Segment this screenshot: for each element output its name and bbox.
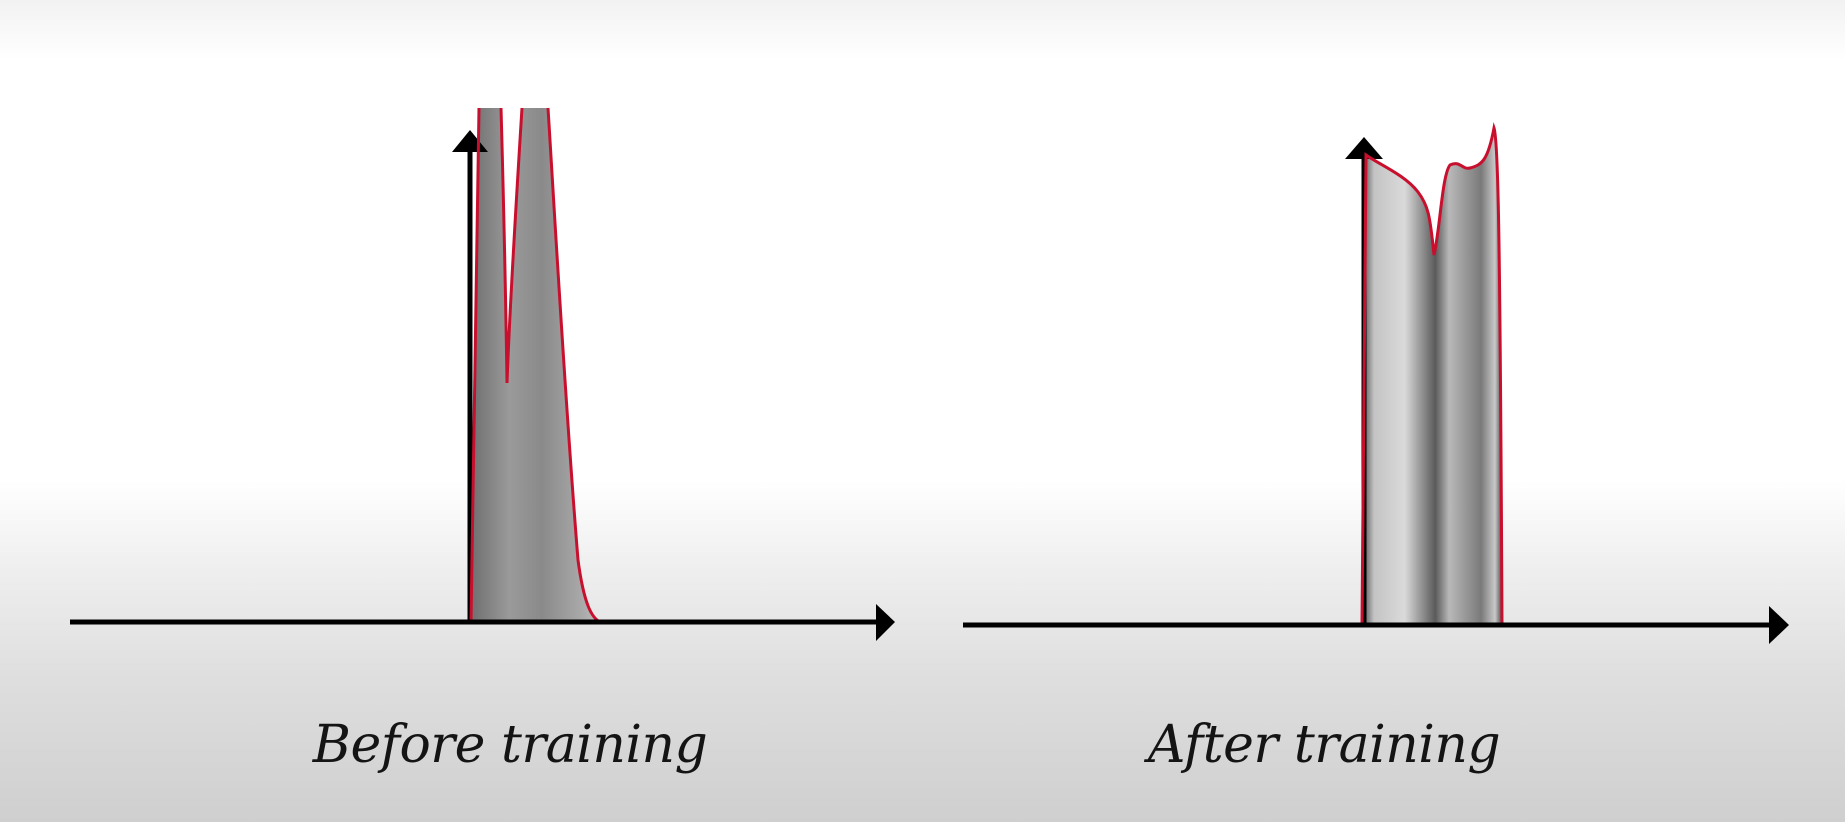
before-training-panel (70, 107, 895, 641)
after-training-x-axis-arrowhead (1769, 606, 1789, 644)
before-training-density-curve (469, 107, 601, 624)
before-training-density-fill (471, 108, 600, 622)
after-training-panel (963, 122, 1789, 644)
before-training-x-axis-arrowhead (876, 604, 895, 641)
after-training-density-curve (1360, 122, 1504, 625)
after-training-caption: After training (1147, 715, 1501, 775)
after-training-y-axis-arrowhead (1345, 137, 1383, 159)
after-training-density-fill (1363, 128, 1502, 624)
before-training-caption: Before training (312, 715, 708, 775)
